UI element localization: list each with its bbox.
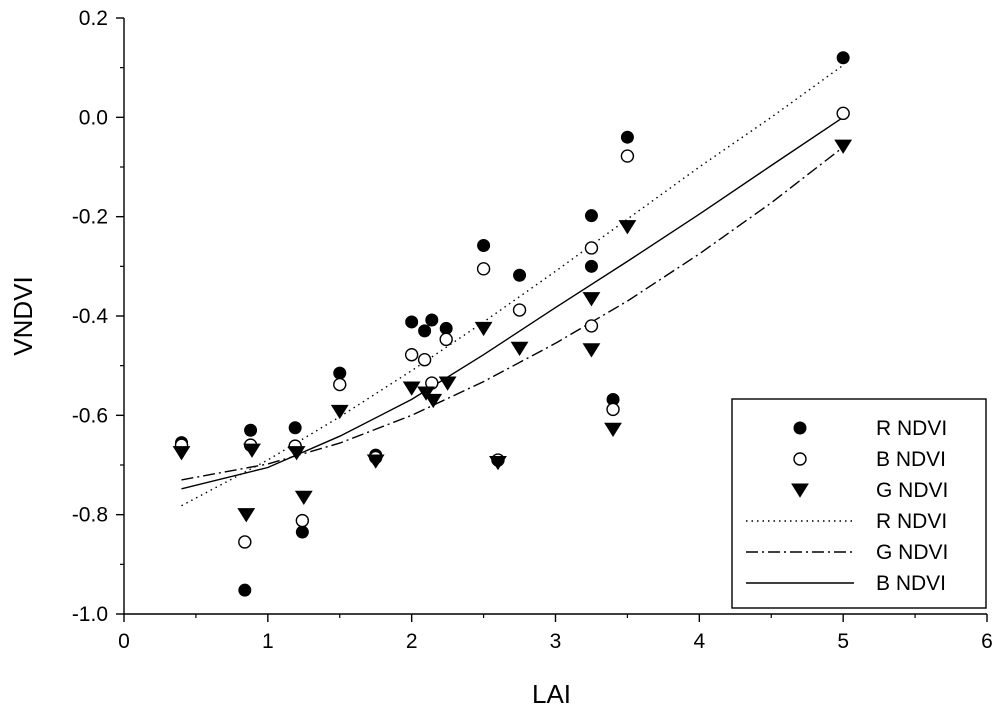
y-tick-label: -0.4 [72,305,109,328]
data-point-filled-circle [477,238,491,252]
data-point-filled-triangle-down [366,454,385,469]
x-tick-label: 6 [981,630,993,653]
data-point-filled-circle [836,51,850,65]
data-point-filled-triangle-down [834,139,853,154]
data-point-filled-circle [288,421,302,435]
legend-label: B NDVI [876,572,946,595]
data-point-open-circle [620,149,635,163]
data-point-open-circle [584,319,599,333]
data-point-filled-triangle-down [172,446,191,461]
x-tick-label: 4 [693,630,705,653]
fit-line-solid [181,116,844,490]
data-point-open-circle [836,106,850,121]
legend-symbol-filled-triangle-down [791,483,809,498]
data-point-filled-triangle-down [438,376,457,391]
fit-line-dash-dot [181,146,844,481]
legend-box [731,398,987,609]
data-point-open-circle [512,303,527,317]
legend-label: G NDVI [876,479,948,502]
axes: 0 1 2 3 4 5 6 -1.0 -0.8 -0.6 -0.4 -0.2 0.0 0.2 LAI VNDV… [8,7,993,709]
legend-symbol-open-circle [793,452,807,466]
data-point-open-circle [417,353,432,367]
data-point-filled-triangle-down [330,404,349,420]
legend-label: B NDVI [876,448,946,471]
data-point-filled-circle [244,423,258,437]
data-point-filled-circle [418,324,432,338]
y-tick-label: -0.2 [72,206,108,229]
data-point-filled-triangle-down [604,422,622,437]
data-point-filled-triangle-down [243,443,261,458]
data-point-filled-triangle-down [417,386,435,401]
data-point-filled-triangle-down [287,446,306,461]
y-axis-title: VNDVI [8,276,38,355]
legend: R NDVI B NDVI G NDVI R NDVI G NDVI B NDVI [731,398,987,609]
data-point-filled-triangle-down [294,490,313,506]
x-tick-label: 2 [406,630,418,653]
data-point-open-circle [439,332,453,347]
data-point-filled-triangle-down [237,508,256,523]
legend-label: G NDVI [876,541,948,564]
y-tick-label: -1.0 [72,603,108,626]
legend-label: R NDVI [876,510,947,533]
data-point-filled-triangle-down [489,456,507,471]
data-point-filled-triangle-down [474,321,493,337]
data-point-filled-triangle-down [510,341,529,357]
y-tick-label: -0.8 [72,504,108,527]
fit-lines [181,64,844,507]
data-point-open-circle [295,513,310,528]
data-point-filled-triangle-down [618,220,637,235]
data-point-filled-circle [295,525,309,539]
data-point-open-circle [238,535,252,549]
x-axis-title: LAI [532,679,571,709]
data-point-filled-circle [425,313,439,327]
x-tick-label: 3 [550,630,562,653]
data-point-filled-circle [333,366,347,380]
data-point-filled-triangle-down [582,292,601,307]
data-point-filled-circle [439,321,453,335]
data-point-open-circle [333,377,347,392]
data-point-filled-triangle-down [424,393,443,409]
data-point-filled-triangle-down [582,343,601,358]
data-point-filled-circle [238,583,252,597]
y-tick-label: 0.2 [79,7,108,30]
data-point-open-circle [584,241,599,255]
data-point-filled-circle [513,268,527,282]
data-point-open-circle [606,402,620,417]
data-point-filled-circle [620,130,634,144]
data-point-filled-circle [584,209,598,223]
x-tick-label: 1 [262,630,274,653]
data-point-filled-circle [405,315,419,329]
legend-symbol-filled-circle [793,421,807,435]
data-points [172,51,853,597]
data-point-open-circle [404,348,419,362]
data-point-filled-triangle-down [402,381,421,396]
legend-label: R NDVI [876,417,947,440]
x-tick-label: 0 [118,630,130,653]
y-tick-label: 0.0 [79,106,108,129]
data-point-filled-circle [584,259,598,273]
data-point-open-circle [476,262,491,276]
y-tick-label: -0.6 [72,404,108,427]
x-tick-label: 5 [837,630,849,653]
